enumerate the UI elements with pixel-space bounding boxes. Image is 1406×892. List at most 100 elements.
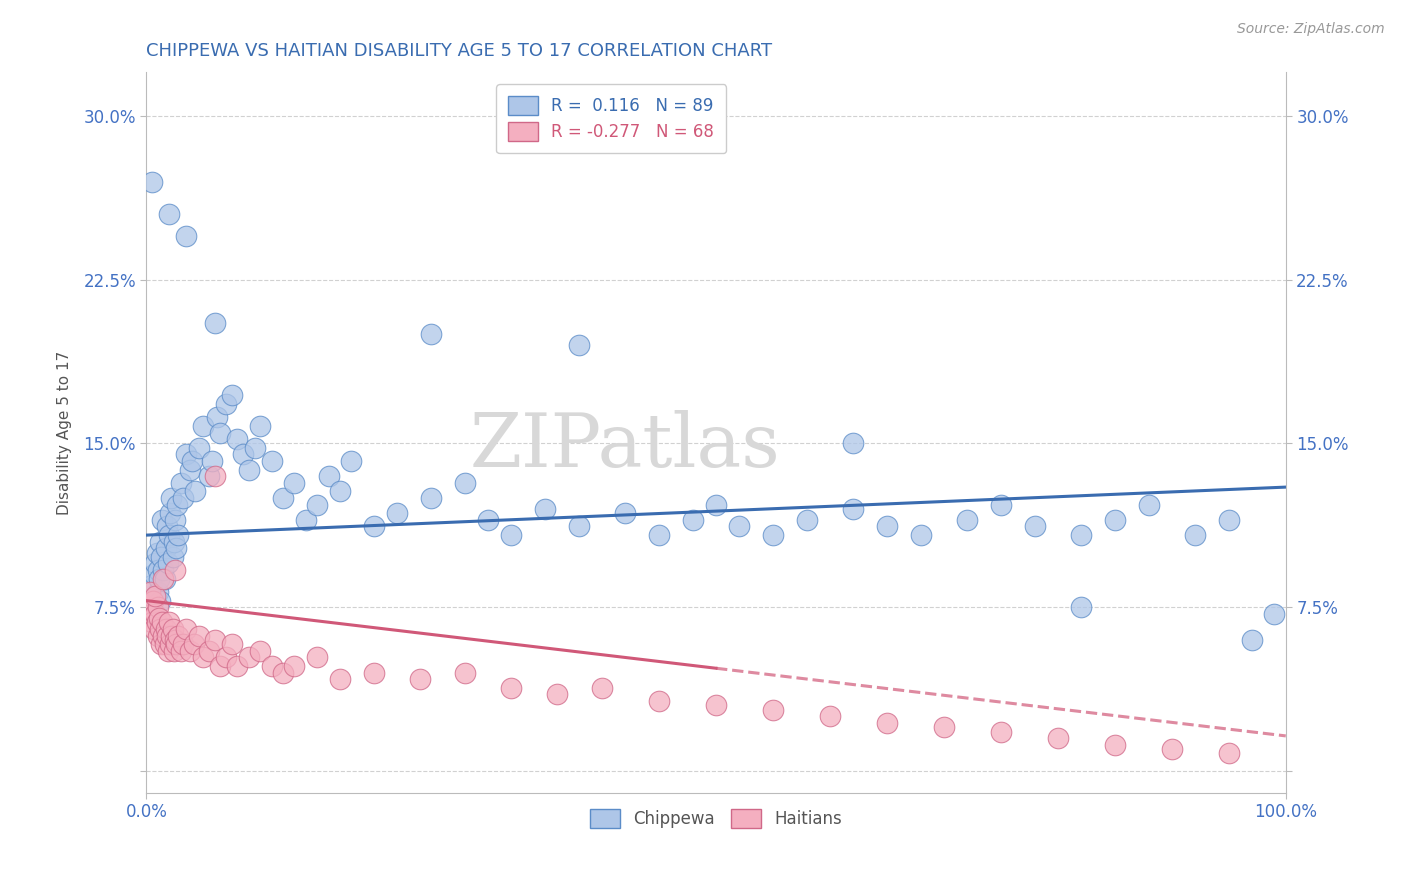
Point: [145, 557, 167, 571]
Point: [1240, 632, 1263, 647]
Point: [141, 175, 163, 189]
Point: [546, 688, 568, 702]
Point: [307, 498, 329, 512]
Point: [990, 498, 1012, 512]
Point: [568, 338, 591, 352]
Point: [704, 498, 727, 512]
Point: [209, 659, 232, 673]
Point: [205, 410, 228, 425]
Point: [363, 665, 385, 680]
Point: [146, 563, 169, 577]
Point: [146, 600, 169, 615]
Point: [271, 491, 294, 505]
Point: [499, 528, 522, 542]
Point: [727, 519, 749, 533]
Point: [409, 672, 432, 686]
Point: [169, 475, 191, 490]
Point: [179, 463, 201, 477]
Point: [149, 622, 172, 636]
Point: [209, 425, 232, 440]
Point: [153, 637, 176, 651]
Point: [163, 563, 186, 577]
Point: [156, 644, 179, 658]
Point: [187, 441, 209, 455]
Point: [648, 694, 671, 708]
Point: [159, 637, 181, 651]
Point: [201, 454, 224, 468]
Point: [145, 607, 167, 621]
Point: [146, 585, 169, 599]
Point: [145, 545, 167, 559]
Point: [340, 454, 363, 468]
Point: [162, 549, 184, 564]
Point: [145, 615, 167, 630]
Point: [238, 463, 260, 477]
Point: [204, 317, 226, 331]
Point: [990, 724, 1012, 739]
Point: [174, 622, 197, 636]
Point: [1024, 519, 1046, 533]
Point: [1070, 600, 1092, 615]
Point: [141, 615, 163, 630]
Point: [420, 491, 443, 505]
Point: [142, 593, 165, 607]
Point: [329, 672, 352, 686]
Point: [156, 628, 179, 642]
Point: [1046, 731, 1069, 745]
Point: [842, 502, 865, 516]
Point: [499, 681, 522, 695]
Point: [876, 715, 898, 730]
Point: [153, 572, 176, 586]
Point: [163, 513, 186, 527]
Point: [876, 519, 898, 533]
Point: [163, 632, 186, 647]
Point: [910, 528, 932, 542]
Point: [238, 650, 260, 665]
Point: [150, 615, 173, 630]
Point: [179, 644, 201, 658]
Point: [385, 506, 408, 520]
Point: [198, 644, 221, 658]
Point: [149, 593, 172, 607]
Point: [198, 469, 221, 483]
Point: [148, 572, 170, 586]
Point: [1104, 738, 1126, 752]
Point: [193, 650, 215, 665]
Point: [704, 698, 727, 713]
Point: [477, 513, 499, 527]
Point: [249, 419, 271, 434]
Point: [138, 600, 160, 615]
Point: [150, 513, 173, 527]
Point: [762, 528, 785, 542]
Point: [150, 637, 173, 651]
Point: [260, 659, 283, 673]
Point: [249, 644, 271, 658]
Point: [155, 541, 177, 556]
Point: [143, 622, 166, 636]
Legend: Chippewa, Haitians: Chippewa, Haitians: [583, 802, 849, 835]
Point: [232, 447, 254, 461]
Point: [156, 557, 179, 571]
Point: [169, 644, 191, 658]
Point: [146, 628, 169, 642]
Point: [152, 572, 174, 586]
Point: [591, 681, 613, 695]
Point: [139, 585, 162, 599]
Point: [180, 454, 202, 468]
Point: [1218, 747, 1240, 761]
Point: [243, 441, 266, 455]
Point: [145, 589, 167, 603]
Point: [221, 637, 243, 651]
Point: [648, 528, 671, 542]
Point: [162, 622, 184, 636]
Point: [152, 563, 174, 577]
Y-axis label: Disability Age 5 to 17: Disability Age 5 to 17: [58, 351, 72, 515]
Point: [155, 622, 177, 636]
Point: [157, 207, 180, 221]
Point: [204, 469, 226, 483]
Point: [152, 628, 174, 642]
Point: [420, 327, 443, 342]
Point: [183, 637, 205, 651]
Point: [1137, 498, 1160, 512]
Point: [166, 498, 188, 512]
